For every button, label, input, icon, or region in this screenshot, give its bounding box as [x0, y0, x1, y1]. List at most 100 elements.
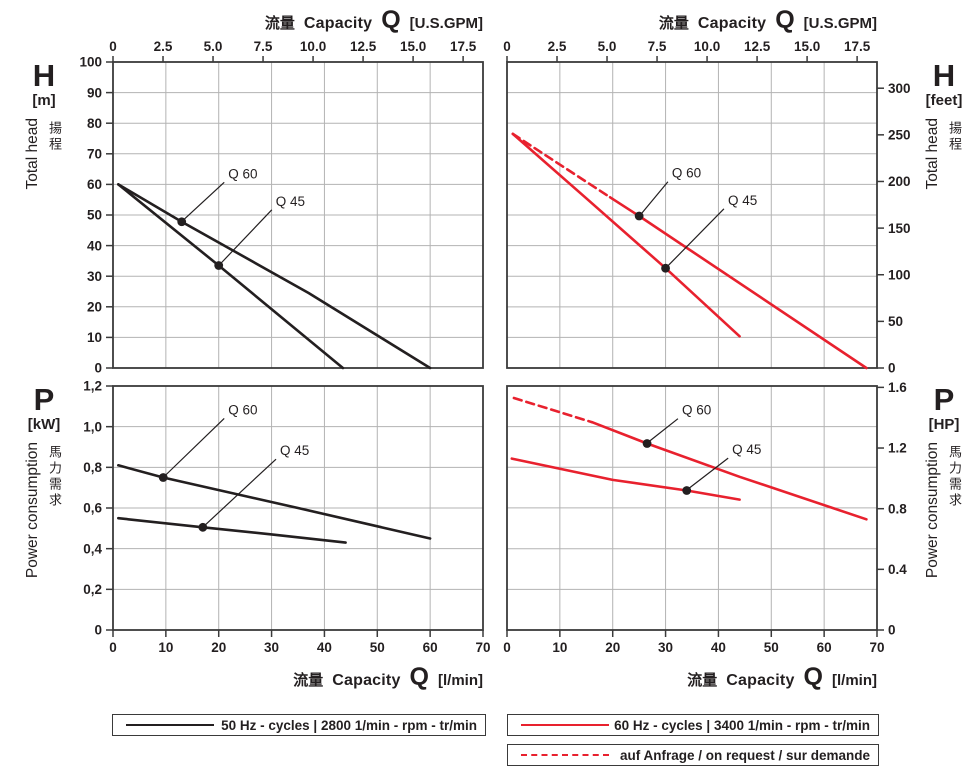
svg-text:50: 50: [370, 640, 385, 655]
curve-power-60hz-q-60-on-request: [512, 396, 594, 424]
capacity-cjk-label: 流量: [687, 672, 718, 689]
svg-text:7.5: 7.5: [648, 39, 667, 54]
y-axis-label-head-m: H [m] Total head 揚程: [11, 60, 77, 190]
legend-60hz: 60 Hz - cycles | 3400 1/min - rpm - tr/m…: [507, 714, 879, 736]
svg-text:40: 40: [87, 238, 102, 253]
legend-50hz-label: 50 Hz - cycles | 2800 1/min - rpm - tr/m…: [221, 717, 477, 733]
q-symbol: Q: [803, 663, 823, 691]
head-symbol: H: [32, 58, 56, 93]
curve-head-60hz-q-45: [511, 132, 741, 338]
power-unit-hp: [HP]: [928, 416, 960, 433]
svg-text:70: 70: [475, 640, 490, 655]
svg-text:250: 250: [888, 128, 911, 143]
svg-text:0,6: 0,6: [83, 501, 102, 516]
capacity-unit-gpm: [U.S.GPM]: [409, 15, 483, 32]
svg-text:100: 100: [79, 55, 102, 70]
svg-text:Q 60: Q 60: [228, 166, 257, 181]
y-axis-label-power-kw: P [kW] Power consumption 馬力需求: [11, 384, 77, 578]
svg-text:Q 45: Q 45: [728, 193, 757, 208]
y-axis-label-head-feet: H [feet] Total head 揚程: [911, 60, 977, 190]
duty-point-q-45: [198, 522, 208, 532]
svg-text:10: 10: [87, 330, 102, 345]
svg-text:0: 0: [888, 361, 896, 376]
svg-text:0.4: 0.4: [888, 562, 907, 577]
total-head-cjk: 揚程: [947, 121, 962, 153]
svg-text:7.5: 7.5: [254, 39, 273, 54]
svg-text:50: 50: [764, 640, 779, 655]
svg-text:1,2: 1,2: [83, 379, 102, 394]
curve-head-50hz-q-60: [117, 183, 432, 370]
svg-text:0,4: 0,4: [83, 541, 102, 556]
duty-point-q-45: [214, 261, 224, 270]
svg-text:10: 10: [552, 640, 567, 655]
svg-text:50: 50: [87, 208, 102, 223]
power-consumption-cjk: 馬力需求: [947, 445, 962, 509]
power-consumption-cjk: 馬力需求: [47, 445, 62, 509]
capacity-label: Capacity: [303, 15, 373, 32]
svg-text:30: 30: [264, 640, 279, 655]
svg-text:20: 20: [87, 300, 102, 315]
svg-text:5.0: 5.0: [204, 39, 223, 54]
curve-power-50hz-q-45: [117, 516, 347, 544]
svg-text:0,8: 0,8: [83, 460, 102, 475]
svg-text:10: 10: [158, 640, 173, 655]
svg-text:40: 40: [711, 640, 726, 655]
bottom-axis-title-60hz: 流量 Capacity Q [l/min]: [687, 663, 877, 692]
q-symbol: Q: [409, 663, 429, 691]
top-axis-title-60hz: 流量 Capacity Q [U.S.GPM]: [659, 6, 877, 35]
svg-text:10.0: 10.0: [300, 39, 326, 54]
svg-text:100: 100: [888, 267, 911, 282]
svg-text:150: 150: [888, 221, 911, 236]
svg-text:80: 80: [87, 116, 102, 131]
svg-text:1.2: 1.2: [888, 441, 907, 456]
svg-text:70: 70: [87, 147, 102, 162]
legend-on-request-label: auf Anfrage / on request / sur demande: [619, 747, 870, 763]
q-symbol: Q: [775, 6, 795, 34]
svg-text:12.5: 12.5: [350, 39, 377, 54]
svg-text:20: 20: [211, 640, 226, 655]
svg-text:60: 60: [87, 177, 102, 192]
svg-text:0: 0: [94, 361, 102, 376]
svg-text:40: 40: [317, 640, 332, 655]
power-consumption-label: Power consumption: [924, 442, 941, 579]
svg-text:0: 0: [503, 640, 511, 655]
svg-text:0.8: 0.8: [888, 501, 907, 516]
svg-text:2.5: 2.5: [548, 39, 567, 54]
svg-text:0: 0: [888, 623, 896, 638]
power-symbol: P: [933, 382, 955, 417]
head-rotated-labels: Total head 揚程: [924, 118, 964, 190]
curve-power-60hz-q-60: [590, 420, 868, 521]
svg-text:Q 45: Q 45: [276, 194, 305, 209]
svg-text:60: 60: [423, 640, 438, 655]
legend-60hz-label: 60 Hz - cycles | 3400 1/min - rpm - tr/m…: [614, 717, 870, 733]
power-symbol: P: [33, 382, 55, 417]
svg-text:Q 60: Q 60: [228, 402, 257, 417]
svg-text:0: 0: [109, 640, 117, 655]
panel-power-60hz: 0 0.4 0.8 1.2 1.6 0 10 20 30 40 50 60 70 Q 60 Q 45: [503, 380, 907, 655]
svg-text:5.0: 5.0: [598, 39, 617, 54]
q-symbol: Q: [381, 6, 401, 34]
capacity-cjk-label: 流量: [658, 15, 689, 32]
head-symbol: H: [932, 58, 956, 93]
svg-text:1,0: 1,0: [83, 419, 102, 434]
duty-point-q-45: [661, 263, 670, 273]
svg-text:90: 90: [87, 85, 102, 100]
total-head-label: Total head: [24, 118, 41, 190]
curve-power-60hz-q-45: [510, 457, 741, 501]
svg-text:200: 200: [888, 174, 911, 189]
svg-text:0,2: 0,2: [83, 582, 102, 597]
solid-black-line-icon: [126, 724, 214, 726]
bottom-axis-title-50hz: 流量 Capacity Q [l/min]: [293, 663, 483, 692]
svg-text:15.0: 15.0: [400, 39, 426, 54]
capacity-unit-lmin: [l/min]: [832, 672, 877, 689]
curve-head-60hz-q-60-on-request: [511, 132, 612, 199]
head-unit-feet: [feet]: [925, 92, 963, 109]
head-rotated-labels: Total head 揚程: [24, 118, 64, 190]
svg-text:0: 0: [503, 39, 511, 54]
svg-text:30: 30: [87, 269, 102, 284]
capacity-cjk-label: 流量: [293, 672, 324, 689]
capacity-cjk-label: 流量: [264, 15, 295, 32]
power-rotated-labels: Power consumption 馬力需求: [924, 442, 964, 578]
